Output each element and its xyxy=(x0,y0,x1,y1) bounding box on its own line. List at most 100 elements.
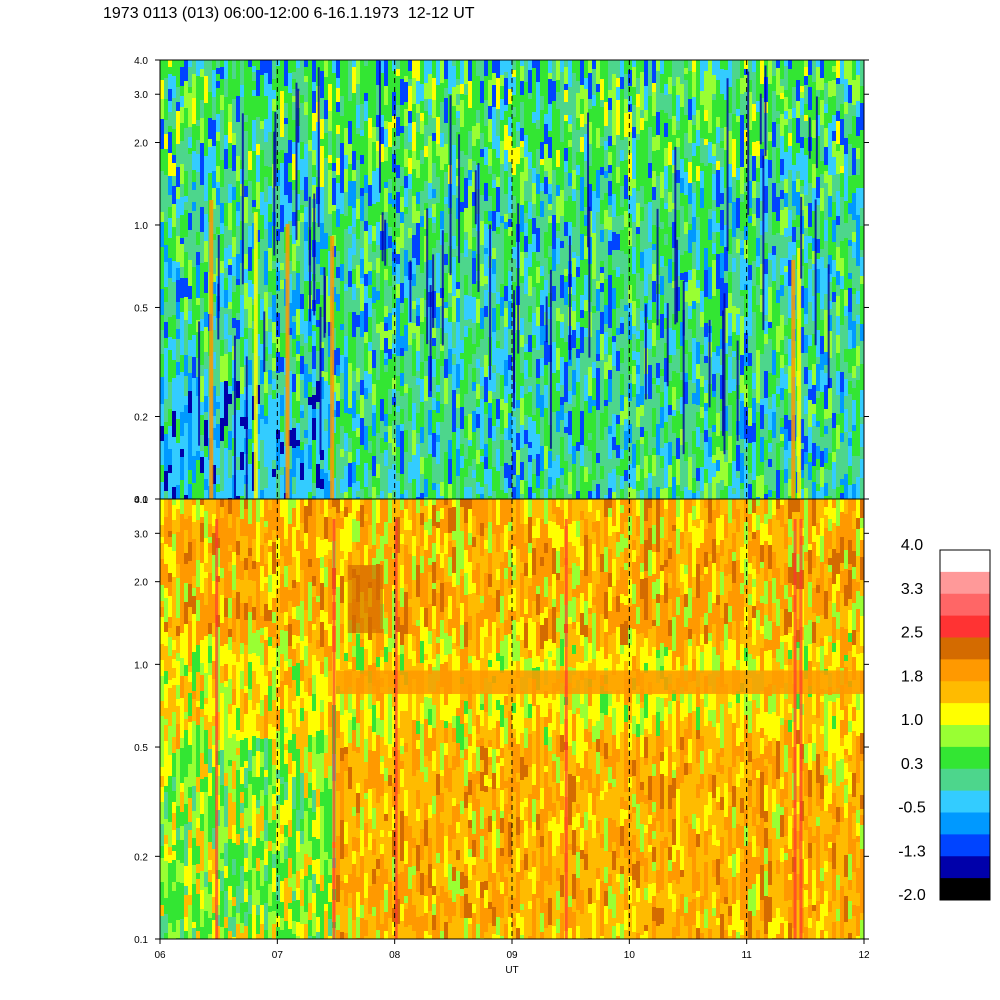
heatmap-cell xyxy=(432,107,436,118)
heatmap-cell xyxy=(176,596,180,618)
heatmap-cell xyxy=(512,60,516,70)
heatmap-cell xyxy=(832,413,836,428)
heatmap-cell xyxy=(316,427,320,440)
heatmap-cell xyxy=(720,451,724,470)
heatmap-cell xyxy=(168,923,172,939)
heatmap-cell xyxy=(264,285,268,292)
heatmap-cell xyxy=(504,478,508,493)
heatmap-cell xyxy=(608,337,612,355)
heatmap-cell xyxy=(216,182,220,188)
heatmap-cell xyxy=(412,151,416,169)
heatmap-cell xyxy=(556,321,560,348)
heatmap-cell xyxy=(368,138,372,156)
heatmap-cell xyxy=(292,357,296,374)
heatmap-cell xyxy=(280,248,284,263)
heatmap-cell xyxy=(212,274,216,282)
heatmap-cell xyxy=(608,370,612,379)
heatmap-cell xyxy=(364,371,368,388)
heatmap-cell xyxy=(632,179,636,188)
heatmap-cell xyxy=(520,300,524,318)
heatmap-cell xyxy=(504,178,508,194)
heatmap-cell xyxy=(756,182,760,198)
heatmap-cell xyxy=(420,457,424,474)
heatmap-cell xyxy=(716,471,720,483)
heatmap-cell xyxy=(744,259,748,284)
heatmap-cell xyxy=(296,194,300,210)
heatmap-cell xyxy=(320,450,324,460)
heatmap-cell xyxy=(164,622,168,632)
heatmap-cell xyxy=(292,89,296,96)
heatmap-cell xyxy=(444,172,448,179)
heatmap-cell xyxy=(512,107,516,117)
heatmap-cell xyxy=(380,475,384,491)
heatmap-cell xyxy=(504,463,508,478)
heatmap-cell xyxy=(504,111,508,125)
heatmap-cell xyxy=(376,60,380,85)
heatmap-cell xyxy=(404,109,408,126)
heatmap-cell xyxy=(392,92,396,116)
heatmap-cell xyxy=(572,135,576,151)
heatmap-cell xyxy=(572,370,576,395)
heatmap-cell xyxy=(384,338,388,353)
heatmap-cell xyxy=(172,520,176,534)
heatmap-cell xyxy=(804,76,808,85)
heatmap-cell xyxy=(620,411,624,425)
heatmap-cell xyxy=(544,469,548,489)
heatmap-cell xyxy=(168,382,172,409)
heatmap-cell xyxy=(812,164,816,188)
heatmap-cell xyxy=(584,375,588,401)
heatmap-cell xyxy=(600,479,604,495)
heatmap-cell xyxy=(564,342,568,349)
heatmap-cell xyxy=(520,318,524,335)
heatmap-cell xyxy=(712,211,716,232)
heatmap-cell xyxy=(192,441,196,456)
heatmap-cell xyxy=(608,434,612,459)
heatmap-cell xyxy=(540,489,544,499)
heatmap-cell xyxy=(392,199,396,207)
heatmap-cell xyxy=(536,194,540,216)
heatmap-cell xyxy=(168,628,172,637)
heatmap-cell xyxy=(664,234,668,245)
heatmap-cell xyxy=(200,100,204,118)
heatmap-cell xyxy=(616,242,620,250)
heatmap-cell xyxy=(160,916,164,939)
heatmap-cell xyxy=(856,456,860,477)
heatmap-cell xyxy=(840,222,844,241)
heatmap-cell xyxy=(344,357,348,382)
heatmap-cell xyxy=(688,204,692,224)
heatmap-cell xyxy=(464,257,468,275)
heatmap-cell xyxy=(268,370,272,384)
heatmap-cell xyxy=(716,356,720,373)
heatmap-cell xyxy=(400,133,404,160)
heatmap-cell xyxy=(272,322,276,334)
heatmap-cell xyxy=(856,266,860,291)
heatmap-cell xyxy=(464,326,468,337)
heatmap-cell xyxy=(472,459,476,470)
page-title: 1973 0113 (013) 06:00-12:00 6-16.1.1973 … xyxy=(103,5,475,22)
heatmap-cell xyxy=(428,136,432,158)
heatmap-cell xyxy=(164,898,168,914)
heatmap-cell xyxy=(352,93,356,117)
heatmap-cell xyxy=(820,249,824,257)
heatmap-cell xyxy=(420,121,424,134)
heatmap-cell xyxy=(600,146,604,167)
heatmap-cell xyxy=(804,314,808,324)
heatmap-cell xyxy=(220,331,224,340)
heatmap-cell xyxy=(788,69,792,96)
heatmap-cell xyxy=(188,435,192,447)
heatmap-cell xyxy=(576,349,580,358)
heatmap-cell xyxy=(780,159,784,168)
heatmap-cell xyxy=(172,640,176,650)
heatmap-cell xyxy=(240,337,244,351)
heatmap-cell xyxy=(320,162,324,187)
heatmap-cell xyxy=(348,101,352,121)
heatmap-cell xyxy=(736,60,740,79)
heatmap-cell xyxy=(600,466,604,479)
heatmap-cell xyxy=(412,187,416,196)
heatmap-cell xyxy=(164,588,168,598)
heatmap-cell xyxy=(440,211,444,222)
heatmap-cell xyxy=(276,439,280,458)
heatmap-cell xyxy=(292,494,296,499)
heatmap-cell xyxy=(832,354,836,367)
heatmap-cell xyxy=(300,380,304,405)
